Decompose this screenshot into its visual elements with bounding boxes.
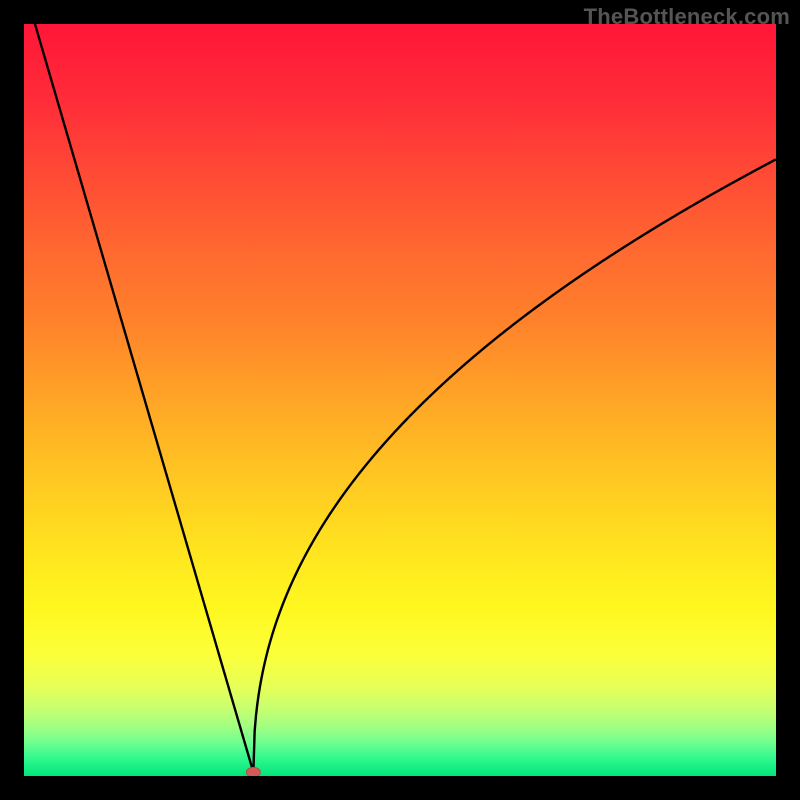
chart-svg bbox=[0, 0, 800, 800]
minimum-marker bbox=[246, 767, 260, 777]
watermark-text: TheBottleneck.com bbox=[584, 4, 790, 30]
plot-area bbox=[24, 24, 776, 776]
chart-container: TheBottleneck.com bbox=[0, 0, 800, 800]
